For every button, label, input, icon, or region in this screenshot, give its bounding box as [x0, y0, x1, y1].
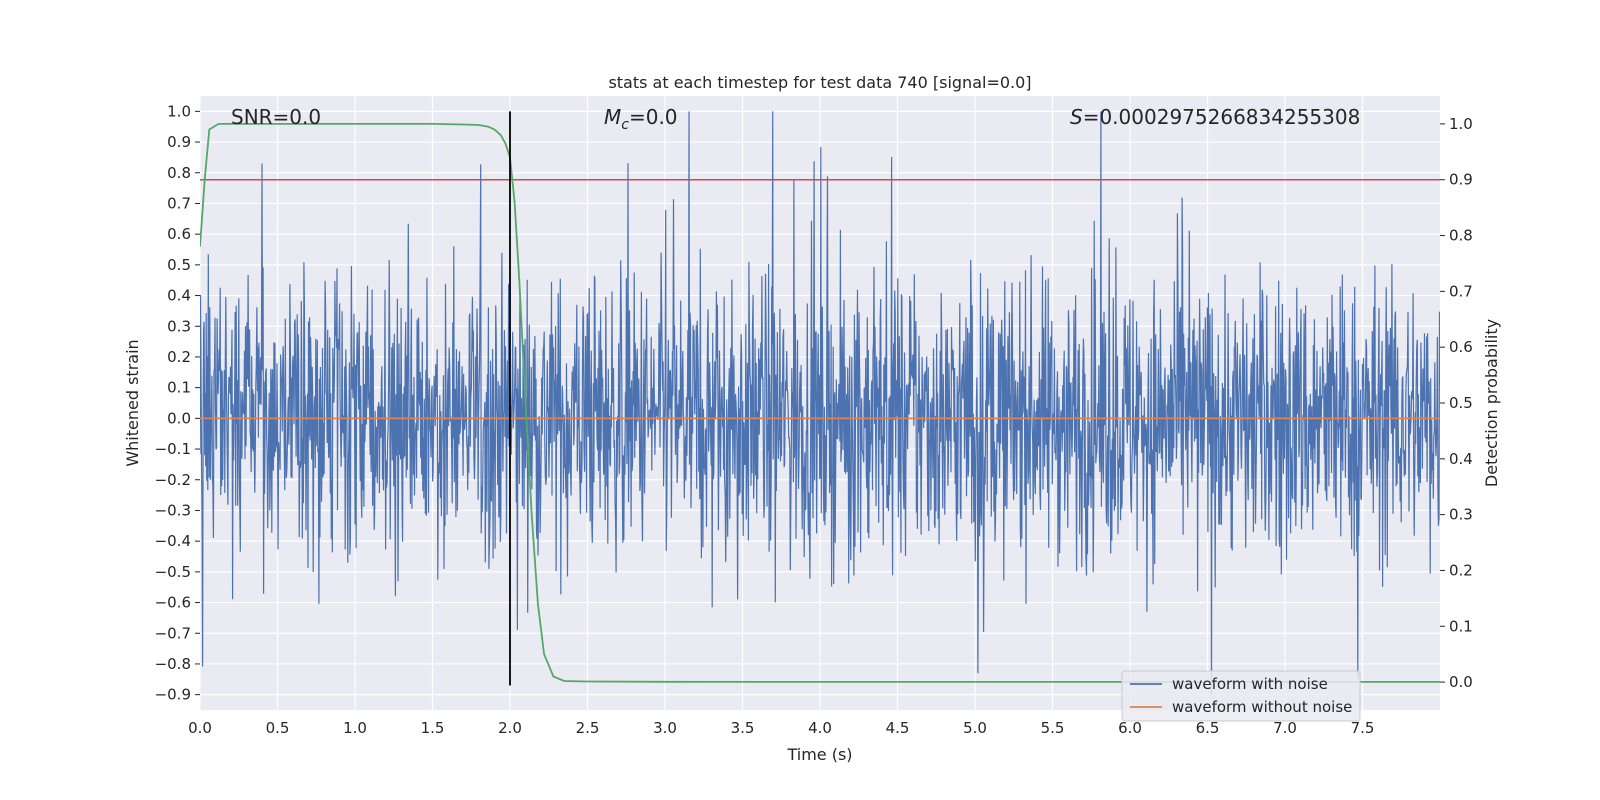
- x-tick-label: 4.0: [808, 719, 832, 737]
- y-axis-right: 1.0 0.9 0.8 0.7 0.6 0.5 0.4 0.3 0.2 0.1 0.0: [1440, 115, 1473, 691]
- y-axis-left-label: Whitened strain: [123, 339, 142, 466]
- y-right-tick-label: 0.7: [1449, 282, 1473, 300]
- x-tick-label: 1.0: [343, 719, 367, 737]
- y-axis-right-label: Detection probability: [1482, 319, 1501, 487]
- x-tick-label: 5.0: [963, 719, 987, 737]
- x-tick-label: 6.0: [1118, 719, 1142, 737]
- y-axis-left: 1.0 0.9 0.8 0.7 0.6 0.5 0.4 0.3 0.2 0.1 0.0 −0.1 −0.…: [155, 102, 200, 704]
- y-left-tick-label: 0.8: [167, 164, 191, 182]
- x-tick-label: 1.5: [421, 719, 445, 737]
- y-left-tick-label: 0.5: [167, 256, 191, 274]
- x-tick-label: 7.0: [1273, 719, 1297, 737]
- y-right-tick-label: 1.0: [1449, 115, 1473, 133]
- chirp-mass-annotation: Mc=0.0: [604, 105, 678, 133]
- y-left-tick-label: 1.0: [167, 102, 191, 120]
- x-axis-label: Time (s): [786, 745, 852, 764]
- y-left-tick-label: −0.3: [155, 501, 191, 519]
- y-left-tick-label: 0.2: [167, 348, 191, 366]
- s-statistic-annotation: S=0.0002975266834255308: [1070, 105, 1360, 129]
- y-left-tick-label: 0.6: [167, 225, 191, 243]
- y-left-tick-label: 0.3: [167, 317, 191, 335]
- snr-annotation: SNR=0.0: [231, 105, 321, 129]
- x-tick-label: 3.0: [653, 719, 677, 737]
- detection-probability-line: [200, 123, 1440, 683]
- legend-box: [1121, 670, 1361, 722]
- y-right-tick-label: 0.1: [1449, 617, 1473, 635]
- x-tick-label: 2.5: [576, 719, 600, 737]
- y-left-tick-label: 0.0: [167, 409, 191, 427]
- y-left-tick-label: −0.9: [155, 686, 191, 704]
- x-tick-label: 6.5: [1196, 719, 1220, 737]
- y-left-tick-label: 0.7: [167, 194, 191, 212]
- legend: waveform with noise waveform without noi…: [1121, 670, 1361, 722]
- y-right-tick-label: 0.6: [1449, 338, 1473, 356]
- chart-title: stats at each timestep for test data 740…: [608, 73, 1031, 92]
- y-left-tick-label: 0.4: [167, 287, 191, 305]
- y-left-tick-label: −0.4: [155, 532, 191, 550]
- x-tick-label: 2.0: [498, 719, 522, 737]
- x-tick-label: 3.5: [731, 719, 755, 737]
- y-right-tick-label: 0.9: [1449, 171, 1473, 189]
- legend-label-clean: waveform without noise: [1172, 698, 1352, 716]
- y-right-tick-label: 0.2: [1449, 561, 1473, 579]
- y-left-tick-label: −0.7: [155, 624, 191, 642]
- y-left-tick-label: −0.6: [155, 594, 191, 612]
- series-waveform-with-noise: [200, 111, 1440, 695]
- y-left-tick-label: 0.1: [167, 379, 191, 397]
- x-tick-label: 5.5: [1041, 719, 1065, 737]
- x-tick-label: 0.0: [188, 719, 212, 737]
- y-right-tick-label: 0.4: [1449, 450, 1473, 468]
- y-left-tick-label: −0.8: [155, 655, 191, 673]
- x-tick-label: 0.5: [266, 719, 290, 737]
- x-axis: 0.0 0.5 1.0 1.5 2.0 2.5 3.0 3.5 4.0 4.5 5.0 5.5 6.0 6…: [188, 719, 1374, 737]
- x-tick-label: 7.5: [1351, 719, 1375, 737]
- y-right-tick-label: 0.3: [1449, 506, 1473, 524]
- y-left-tick-label: 0.9: [167, 133, 191, 151]
- y-left-tick-label: −0.2: [155, 471, 191, 489]
- y-right-tick-label: 0.5: [1449, 394, 1473, 412]
- y-right-tick-label: 0.8: [1449, 227, 1473, 245]
- y-left-tick-label: −0.5: [155, 563, 191, 581]
- legend-label-noise: waveform with noise: [1172, 675, 1328, 693]
- x-tick-label: 4.5: [886, 719, 910, 737]
- y-right-tick-label: 0.0: [1449, 673, 1473, 691]
- y-left-tick-label: −0.1: [155, 440, 191, 458]
